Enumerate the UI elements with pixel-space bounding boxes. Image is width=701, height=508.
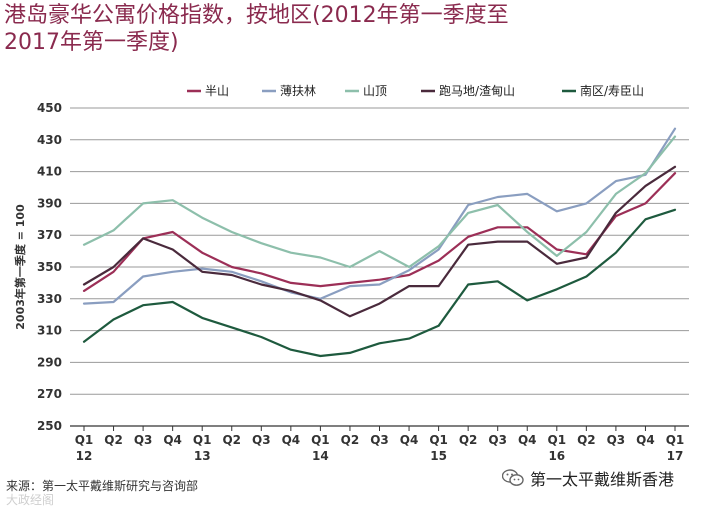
x-year-label: 15 bbox=[430, 449, 447, 463]
watermark-right: 第一太平戴维斯香港 bbox=[498, 463, 679, 493]
x-tick-label: Q1 bbox=[429, 433, 448, 447]
series-line-4 bbox=[82, 208, 677, 358]
watermark-left: 大政经阁 bbox=[6, 493, 55, 507]
x-tick-label: Q3 bbox=[607, 433, 626, 447]
chart-title-line-2: 2017年第一季度) bbox=[4, 30, 179, 55]
x-tick-label: Q2 bbox=[577, 433, 596, 447]
x-year-label: 14 bbox=[312, 449, 329, 463]
x-tick-label: Q4 bbox=[518, 433, 537, 447]
series-line-0 bbox=[82, 172, 677, 292]
x-tick-label: Q4 bbox=[636, 433, 655, 447]
y-tick-label: 290 bbox=[37, 355, 62, 369]
y-tick-label: 270 bbox=[37, 387, 62, 401]
y-tick-label: 310 bbox=[37, 324, 62, 338]
legend-label-2: 山顶 bbox=[363, 84, 387, 98]
x-tick-label: Q2 bbox=[459, 433, 478, 447]
x-tick-label: Q1 bbox=[666, 433, 685, 447]
legend-label-3: 跑马地/渣甸山 bbox=[439, 84, 515, 98]
x-tick-label: Q2 bbox=[222, 433, 241, 447]
series-line-1 bbox=[82, 127, 677, 305]
legend-label-4: 南区/寿臣山 bbox=[580, 83, 644, 98]
chart-title-line-1: 港岛豪华公寓价格指数，按地区(2012年第一季度至 bbox=[4, 3, 509, 28]
legend-label-0: 半山 bbox=[205, 84, 229, 98]
legend-label-1: 薄扶林 bbox=[280, 83, 316, 98]
series-line-3 bbox=[82, 165, 677, 318]
y-tick-label: 390 bbox=[37, 196, 62, 210]
x-tick-label: Q3 bbox=[252, 433, 271, 447]
x-tick-label: Q4 bbox=[400, 433, 419, 447]
watermark-right-text: 第一太平戴维斯香港 bbox=[530, 470, 675, 489]
series-line-2 bbox=[82, 135, 677, 269]
y-tick-label: 250 bbox=[37, 419, 62, 433]
y-tick-label: 370 bbox=[37, 228, 62, 242]
x-tick-label: Q1 bbox=[193, 433, 212, 447]
x-tick-label: Q3 bbox=[488, 433, 507, 447]
x-tick-label: Q2 bbox=[104, 433, 123, 447]
x-tick-label: Q3 bbox=[134, 433, 153, 447]
source-note: 来源：第一太平戴维斯研究与咨询部 bbox=[6, 479, 199, 493]
y-tick-label: 410 bbox=[37, 165, 62, 179]
x-year-label: 12 bbox=[76, 449, 93, 463]
y-tick-label: 430 bbox=[37, 133, 62, 147]
x-year-label: 13 bbox=[194, 449, 211, 463]
x-tick-label: Q1 bbox=[548, 433, 567, 447]
y-tick-label: 330 bbox=[37, 292, 62, 306]
x-tick-label: Q4 bbox=[282, 433, 301, 447]
x-tick-label: Q2 bbox=[341, 433, 360, 447]
x-tick-label: Q1 bbox=[311, 433, 330, 447]
x-year-label: 16 bbox=[548, 449, 565, 463]
x-tick-label: Q4 bbox=[163, 433, 182, 447]
x-tick-label: Q3 bbox=[370, 433, 389, 447]
y-tick-label: 450 bbox=[37, 101, 62, 115]
y-axis-label: 2003年第一季度 = 100 bbox=[13, 204, 27, 330]
chart-title: 港岛豪华公寓价格指数，按地区(2012年第一季度至 2017年第一季度) bbox=[4, 2, 694, 56]
x-tick-label: Q1 bbox=[75, 433, 94, 447]
y-tick-label: 350 bbox=[37, 260, 62, 274]
x-year-label: 17 bbox=[667, 449, 684, 463]
wechat-icon bbox=[501, 469, 524, 487]
